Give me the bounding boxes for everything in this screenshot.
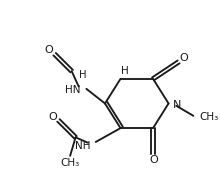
Text: O: O	[49, 112, 57, 121]
Text: N: N	[172, 100, 181, 110]
Text: O: O	[149, 155, 158, 166]
Text: O: O	[180, 53, 188, 63]
Text: NH: NH	[75, 141, 90, 151]
Text: H: H	[79, 70, 87, 80]
Text: O: O	[45, 45, 54, 55]
Text: CH₃: CH₃	[200, 112, 219, 122]
Text: HN: HN	[66, 85, 81, 95]
Text: CH₃: CH₃	[61, 158, 80, 168]
Text: H: H	[121, 66, 128, 76]
